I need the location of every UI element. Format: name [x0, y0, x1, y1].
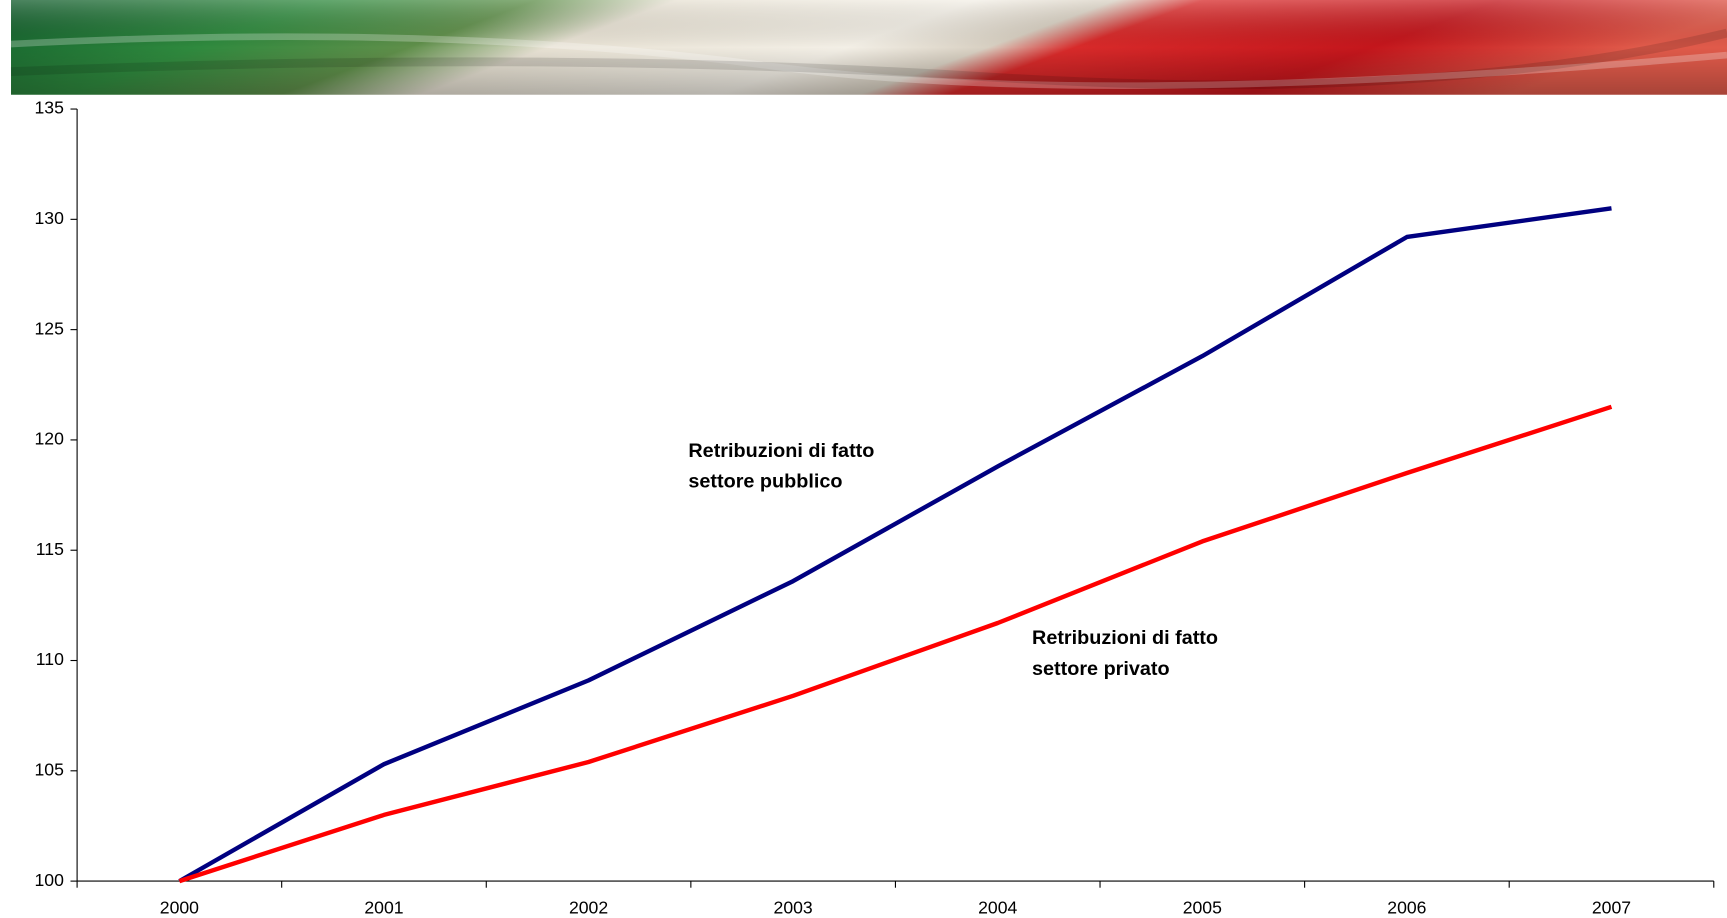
- y-tick-label: 135: [34, 98, 64, 118]
- x-tick-label: 2004: [978, 897, 1017, 917]
- line-series: [178, 206, 1612, 884]
- x-tick-label: 2003: [774, 897, 813, 917]
- line-series: [178, 404, 1613, 884]
- annotation: settore privato: [1032, 658, 1170, 680]
- annotation: settore pubblico: [688, 471, 842, 493]
- x-tick-label: 2002: [569, 897, 608, 917]
- y-tick-label: 100: [34, 870, 64, 890]
- y-tick-label: 120: [34, 429, 64, 449]
- x-tick-label: 2000: [160, 897, 199, 917]
- x-tick-label: 2007: [1592, 897, 1631, 917]
- y-tick-label: 110: [36, 649, 64, 669]
- y-tick-label: 115: [36, 539, 64, 559]
- y-tick-label: 130: [34, 208, 64, 228]
- y-tick-label: 105: [34, 759, 64, 779]
- flag-banner: [10, 0, 1727, 95]
- y-tick-label: 125: [34, 318, 64, 338]
- annotation: Retribuzioni di fatto: [688, 440, 874, 462]
- x-tick-label: 2006: [1387, 897, 1426, 917]
- x-tick-label: 2001: [364, 897, 403, 917]
- annotation: Retribuzioni di fatto: [1032, 627, 1218, 649]
- x-tick-label: 2005: [1183, 897, 1222, 917]
